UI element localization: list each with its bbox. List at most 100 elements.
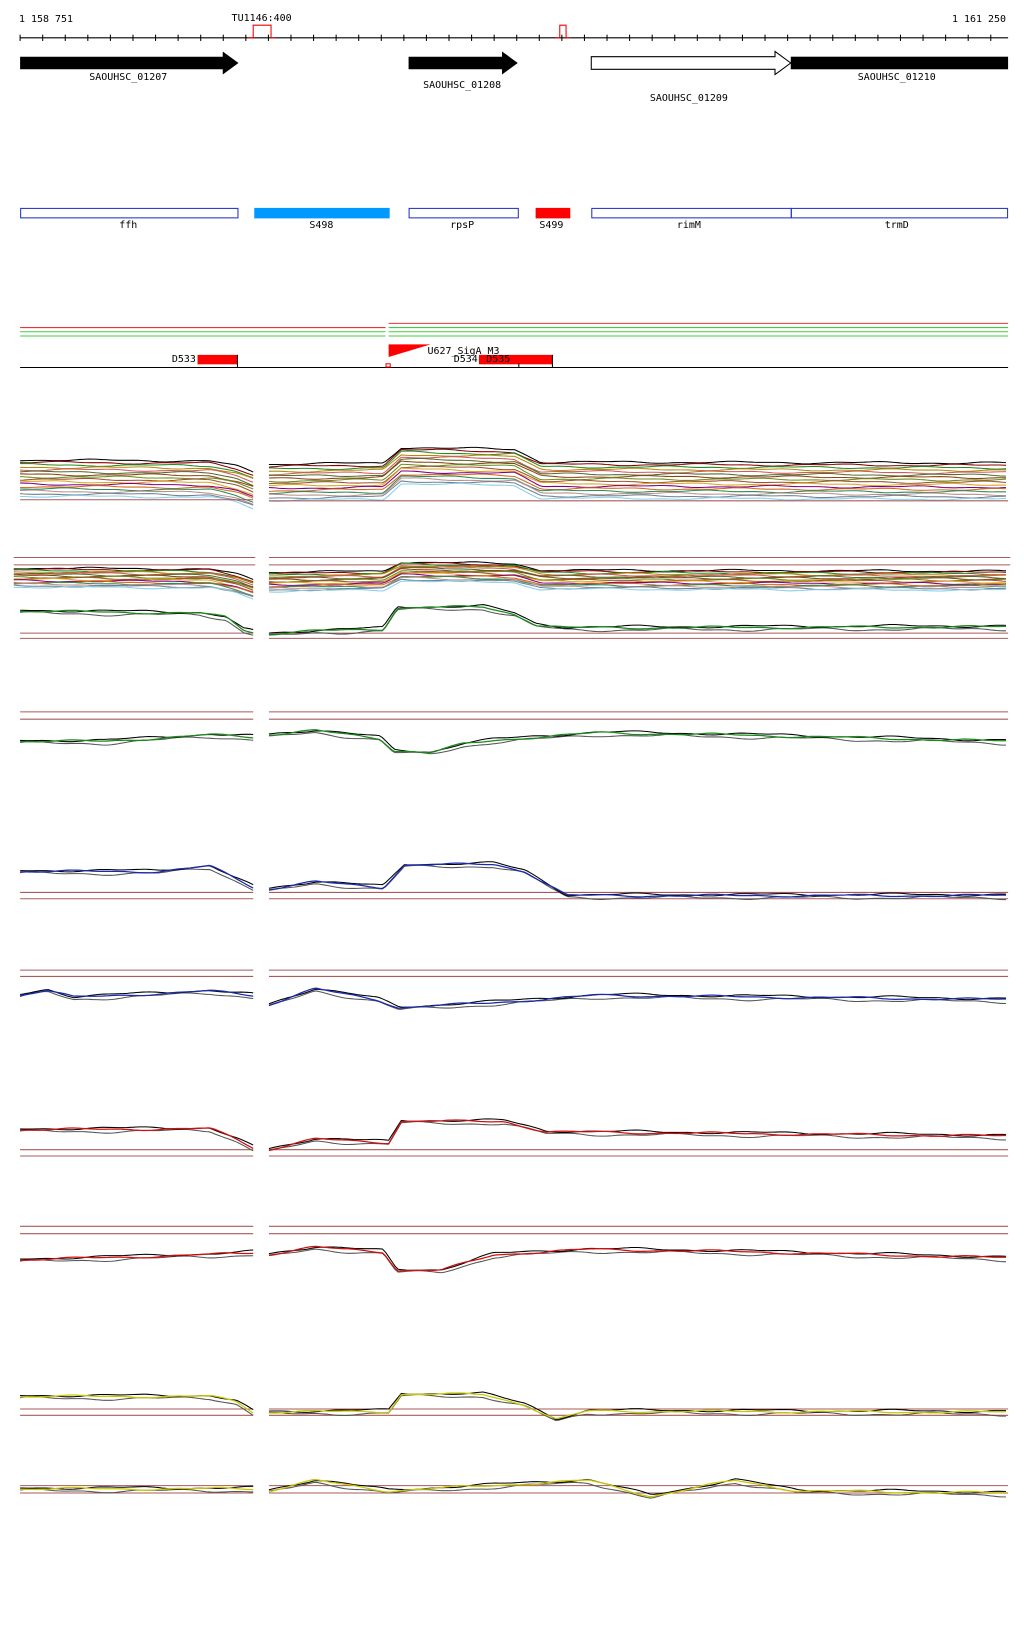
expression-line xyxy=(20,477,254,493)
expression-line xyxy=(20,458,254,473)
expression-line xyxy=(268,566,1007,579)
expression-line xyxy=(20,733,254,743)
expression-line xyxy=(20,1252,254,1261)
expression-line xyxy=(20,468,254,483)
expression-line xyxy=(268,480,1006,500)
expression-line xyxy=(268,1394,1006,1421)
gene-arrow xyxy=(790,56,1009,70)
expression-line xyxy=(20,1127,254,1149)
expression-line xyxy=(20,480,254,496)
expression-line xyxy=(268,579,1007,593)
expression-line xyxy=(20,1394,254,1414)
expression-line xyxy=(268,1246,1007,1271)
expression-line xyxy=(20,475,254,490)
expression-line xyxy=(20,489,254,505)
expression-line xyxy=(268,861,1007,897)
gene-label: SAOUHSC_01208 xyxy=(423,80,501,91)
expression-line xyxy=(268,990,1007,1010)
expression-line xyxy=(268,1478,1006,1498)
expression-line xyxy=(20,1486,254,1491)
marker-box xyxy=(247,24,276,39)
ruler-marker: TU1146:400 xyxy=(232,13,292,24)
expression-line xyxy=(13,572,254,588)
expression-line xyxy=(20,485,254,499)
expression-line xyxy=(268,460,1007,480)
expression-line xyxy=(20,462,254,479)
feature-box xyxy=(20,207,239,219)
expression-line xyxy=(20,466,254,480)
site-label: D535 xyxy=(486,354,510,365)
expression-line xyxy=(268,988,1007,1008)
expression-line xyxy=(268,562,1007,575)
expression-line xyxy=(268,1481,1007,1499)
expression-line xyxy=(20,492,254,506)
ruler-start: 1 158 751 xyxy=(19,14,73,25)
gene-label: SAOUHSC_01207 xyxy=(89,72,167,83)
expression-line xyxy=(20,482,254,497)
expression-line xyxy=(13,584,254,597)
expression-line xyxy=(268,450,1007,471)
gene-arrow xyxy=(590,50,792,76)
expression-line xyxy=(268,1245,1006,1272)
expression-tracks xyxy=(13,446,1011,1499)
expression-line xyxy=(268,604,1007,634)
expression-line xyxy=(20,470,254,487)
expression-line xyxy=(13,572,254,586)
feature-label: S499 xyxy=(539,220,563,231)
feature-label: rimM xyxy=(677,220,701,231)
site-label: D534 xyxy=(454,354,478,365)
ruler-ticks xyxy=(19,34,992,41)
expression-line xyxy=(268,730,1007,753)
expression-line xyxy=(268,561,1007,574)
expression-line xyxy=(268,565,1007,578)
expression-line xyxy=(268,446,1007,466)
expression-line xyxy=(268,448,1007,468)
expression-line xyxy=(268,732,1006,755)
expression-line xyxy=(268,475,1006,495)
site-arrow xyxy=(388,344,431,357)
site-box xyxy=(385,363,391,368)
expression-line xyxy=(268,477,1006,497)
expression-line xyxy=(268,578,1006,592)
feature-label: rpsP xyxy=(450,220,474,231)
expression-line xyxy=(268,1478,1007,1495)
expression-line xyxy=(20,609,254,634)
site-label: U627_SigA_M3 xyxy=(427,346,499,357)
expression-line xyxy=(268,1118,1007,1150)
expression-line xyxy=(268,605,1007,636)
expression-line xyxy=(20,864,254,889)
gene-arrow xyxy=(408,51,518,75)
expression-line xyxy=(268,1391,1007,1420)
expression-line xyxy=(268,482,1007,502)
expression-line xyxy=(268,570,1007,583)
expression-line xyxy=(268,1119,1006,1152)
gene-label: SAOUHSC_01210 xyxy=(858,72,936,83)
expression-line xyxy=(268,864,1006,901)
feature-label: ffh xyxy=(119,220,137,231)
expression-line xyxy=(268,465,1007,485)
feature-box xyxy=(254,207,390,219)
expression-line xyxy=(268,729,1006,754)
expression-line xyxy=(20,460,254,476)
coverage-lines xyxy=(20,322,1009,337)
feature-box xyxy=(591,207,792,219)
gene-label: SAOUHSC_01209 xyxy=(650,93,728,104)
expression-line xyxy=(268,862,1007,898)
expression-line xyxy=(20,1128,254,1152)
expression-line xyxy=(13,585,254,600)
expression-line xyxy=(268,454,1007,473)
site-box xyxy=(197,354,238,365)
expression-line xyxy=(268,463,1007,483)
feature-label: trmD xyxy=(885,220,909,231)
feature-box xyxy=(790,207,1009,219)
feature-box xyxy=(535,207,571,219)
expression-line xyxy=(268,457,1007,477)
expression-line xyxy=(20,1396,254,1416)
marker-box xyxy=(555,24,571,39)
expression-line xyxy=(268,573,1007,586)
expression-line xyxy=(20,473,254,487)
expression-line xyxy=(19,989,254,997)
expression-line xyxy=(268,575,1007,588)
